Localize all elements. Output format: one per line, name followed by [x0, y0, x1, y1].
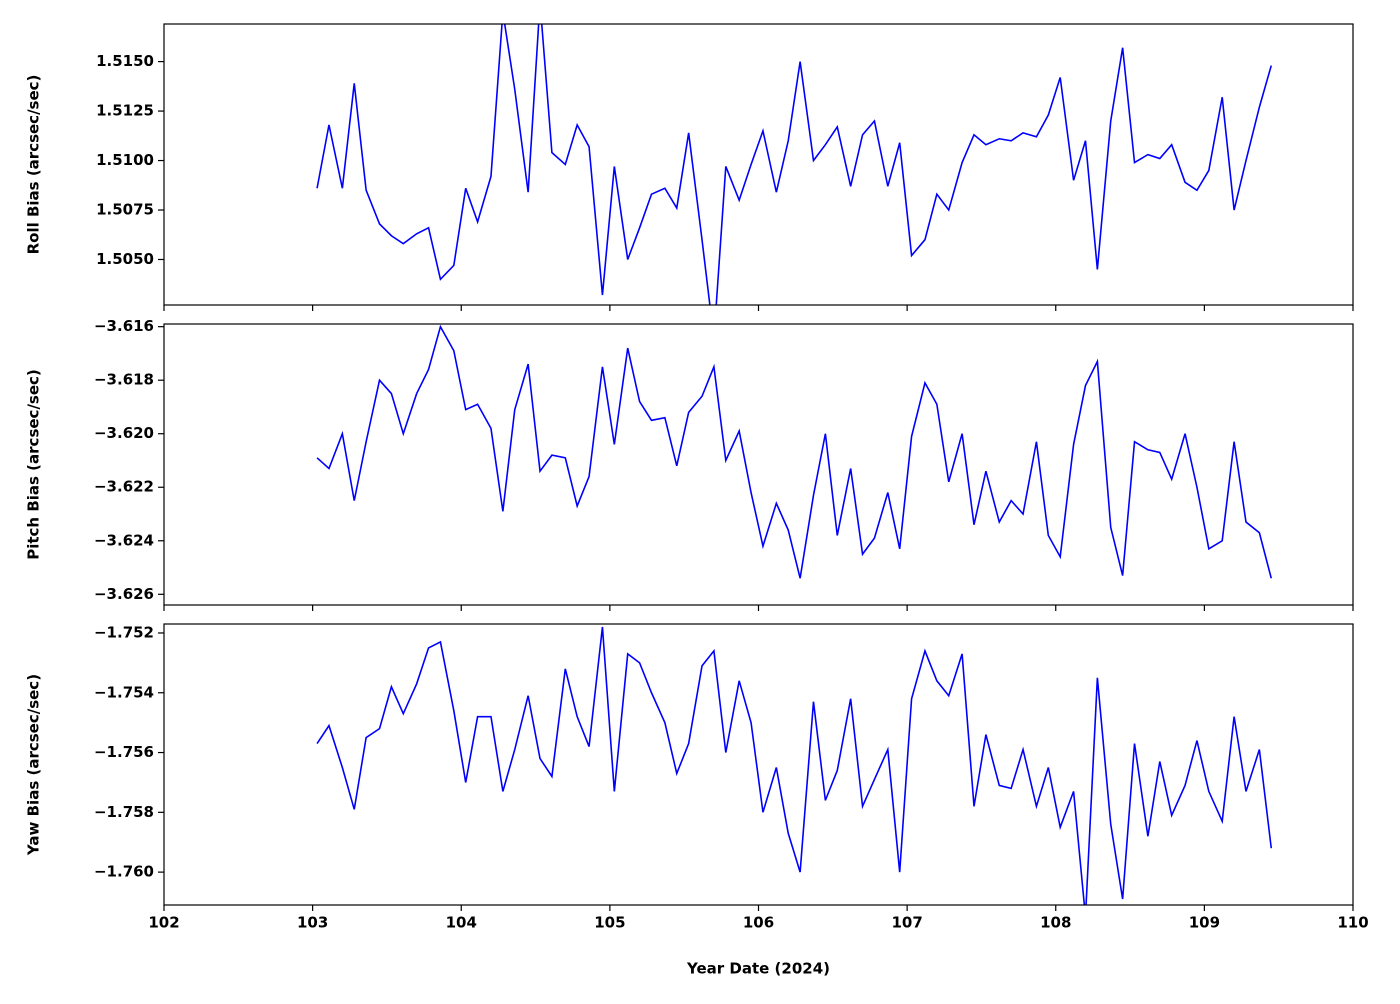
y-tick-label: −3.616 — [94, 317, 154, 335]
y-tick-label: 1.5075 — [96, 201, 154, 219]
y-axis-label: Yaw Bias (arcsec/sec) — [25, 674, 43, 856]
y-axis-label: Roll Bias (arcsec/sec) — [25, 75, 43, 255]
y-tick-label: −1.760 — [94, 863, 154, 881]
axes-frame — [163, 623, 1354, 906]
y-tick-label: −1.752 — [94, 623, 154, 641]
x-tick-label: 108 — [1040, 914, 1071, 932]
plot-area — [316, 324, 1273, 579]
y-tick-label: 1.5150 — [96, 52, 154, 70]
x-tick-label: 106 — [743, 914, 774, 932]
axes-frame — [163, 323, 1354, 606]
x-tick-label: 105 — [594, 914, 625, 932]
y-tick-label: −3.618 — [94, 371, 154, 389]
y-tick-label: −1.754 — [94, 683, 154, 701]
y-tick-label: −1.756 — [94, 743, 154, 761]
y-tick-label: −3.626 — [94, 585, 154, 603]
y-tick-label: −3.620 — [94, 424, 154, 442]
y-axis-label: Pitch Bias (arcsec/sec) — [25, 369, 43, 560]
plot-area — [316, 626, 1273, 905]
data-line — [316, 324, 1273, 579]
y-tick-label: −3.624 — [94, 531, 154, 549]
x-tick-label: 110 — [1337, 914, 1368, 932]
x-tick-label: 107 — [891, 914, 922, 932]
x-axis-label: Year Date (2024) — [686, 960, 830, 978]
y-tick-label: 1.5050 — [96, 250, 154, 268]
y-tick-label: −1.758 — [94, 803, 154, 821]
x-tick-label: 102 — [148, 914, 179, 932]
y-tick-label: 1.5125 — [96, 102, 154, 120]
x-tick-label: 103 — [297, 914, 328, 932]
y-tick-label: −3.622 — [94, 478, 154, 496]
axes-frame — [163, 23, 1354, 306]
x-tick-label: 109 — [1189, 914, 1220, 932]
plot-area — [316, 24, 1273, 305]
x-tick-label: 104 — [446, 914, 477, 932]
data-line — [316, 626, 1273, 905]
y-tick-label: 1.5100 — [96, 151, 154, 169]
data-line — [316, 24, 1273, 305]
